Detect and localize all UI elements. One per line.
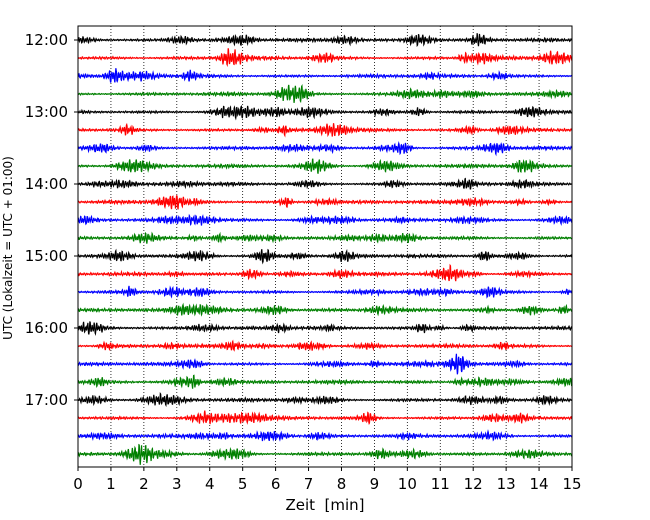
trace-row-21: [77, 410, 573, 426]
trace-row-23: [77, 443, 573, 465]
y-tick-label: 13:00: [25, 103, 68, 121]
x-tick-label: 5: [238, 475, 248, 493]
trace-row-1: [77, 48, 573, 68]
trace-row-7: [77, 158, 573, 174]
x-axis-label: Zeit [min]: [285, 496, 364, 514]
x-tick-label: 2: [139, 475, 149, 493]
trace-row-2: [77, 68, 573, 83]
x-tick-label: 9: [370, 475, 380, 493]
x-tick-label: 14: [530, 475, 549, 493]
trace-row-3: [77, 84, 573, 104]
trace-row-11: [77, 231, 573, 244]
trace-row-17: [77, 339, 573, 352]
x-tick-label: 8: [337, 475, 347, 493]
trace-row-18: [77, 353, 573, 375]
x-tick-label: 13: [497, 475, 516, 493]
x-tick-label: 6: [271, 475, 281, 493]
x-tick-label: 0: [73, 475, 83, 493]
x-tick-label: 15: [562, 475, 581, 493]
seismogram-traces: [77, 33, 573, 465]
trace-row-15: [77, 302, 573, 317]
y-axis-label: UTC (Lokalzeit = UTC + 01:00): [1, 156, 15, 340]
trace-row-13: [77, 263, 573, 282]
trace-row-8: [77, 177, 573, 190]
x-tick-label: 3: [172, 475, 182, 493]
trace-row-4: [77, 105, 573, 121]
x-tick-label: 1: [106, 475, 116, 493]
trace-row-0: [77, 33, 573, 48]
trace-row-14: [77, 285, 573, 299]
trace-row-16: [77, 321, 573, 337]
y-tick-label: 15:00: [25, 247, 68, 265]
trace-row-20: [77, 391, 573, 408]
x-tick-label: 10: [398, 475, 417, 493]
y-axis-ticks: 12:00 13:00 14:00 15:00 16:00 17:00: [25, 31, 78, 409]
y-tick-label: 17:00: [25, 391, 68, 409]
trace-row-9: [77, 194, 573, 210]
trace-row-6: [77, 141, 573, 157]
x-tick-label: 7: [304, 475, 314, 493]
trace-row-12: [77, 248, 573, 265]
x-tick-label: 4: [205, 475, 215, 493]
trace-row-5: [77, 122, 573, 138]
trace-row-22: [77, 429, 573, 442]
x-tick-label: 12: [464, 475, 483, 493]
trace-row-10: [77, 213, 573, 226]
y-tick-label: 16:00: [25, 319, 68, 337]
plot-frame: [77, 25, 573, 468]
y-tick-label: 12:00: [25, 31, 68, 49]
x-axis-ticks: 0 1 2 3 4 5 6 7 8 9 10 11 12 13 14 15: [73, 467, 582, 493]
trace-row-19: [77, 374, 573, 389]
x-tick-label: 11: [431, 475, 450, 493]
y-tick-label: 14:00: [25, 175, 68, 193]
